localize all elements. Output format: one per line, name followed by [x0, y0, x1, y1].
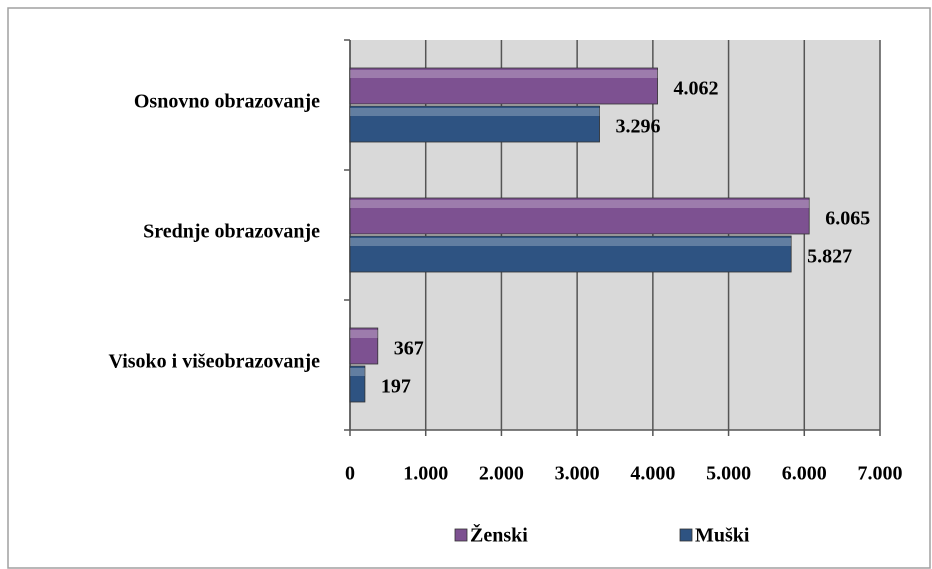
- x-tick-label: 1.000: [403, 463, 448, 485]
- bar-highlight: [350, 200, 810, 208]
- bar-highlight: [350, 330, 378, 338]
- bar: [349, 235, 792, 273]
- x-tick-label: 7.000: [858, 463, 903, 485]
- x-tick-label: 2.000: [479, 463, 524, 485]
- y-tick-label: Osnovno obrazovanje: [134, 91, 320, 113]
- y-tick-label: Visoko i višeobrazovanje: [109, 351, 321, 373]
- value-label: 5.827: [807, 246, 852, 268]
- bar: [349, 327, 379, 365]
- legend-swatch: [679, 528, 693, 542]
- value-label: 3.296: [616, 116, 661, 138]
- x-tick-label: 5.000: [706, 463, 751, 485]
- value-label: 4.062: [674, 78, 719, 100]
- bar-highlight: [350, 70, 658, 78]
- value-label: 6.065: [825, 208, 870, 230]
- x-tick-label: 4.000: [630, 463, 675, 485]
- bar: [349, 105, 600, 143]
- plot-area: [350, 40, 880, 430]
- legend-label: Ženski: [470, 523, 528, 547]
- bar: [349, 365, 366, 403]
- legend-swatch: [454, 528, 468, 542]
- value-label: 197: [381, 376, 411, 398]
- bar-highlight: [350, 368, 365, 376]
- bar: [349, 67, 658, 105]
- y-tick-label: Srednje obrazovanje: [143, 221, 320, 243]
- value-label: 367: [394, 338, 424, 360]
- bar-highlight: [350, 108, 600, 116]
- x-tick-label: 6.000: [782, 463, 827, 485]
- x-tick-label: 3.000: [555, 463, 600, 485]
- bar-highlight: [350, 238, 792, 246]
- bar: [349, 197, 810, 235]
- legend-label: Muški: [695, 525, 750, 547]
- x-tick-label: 0: [345, 463, 355, 485]
